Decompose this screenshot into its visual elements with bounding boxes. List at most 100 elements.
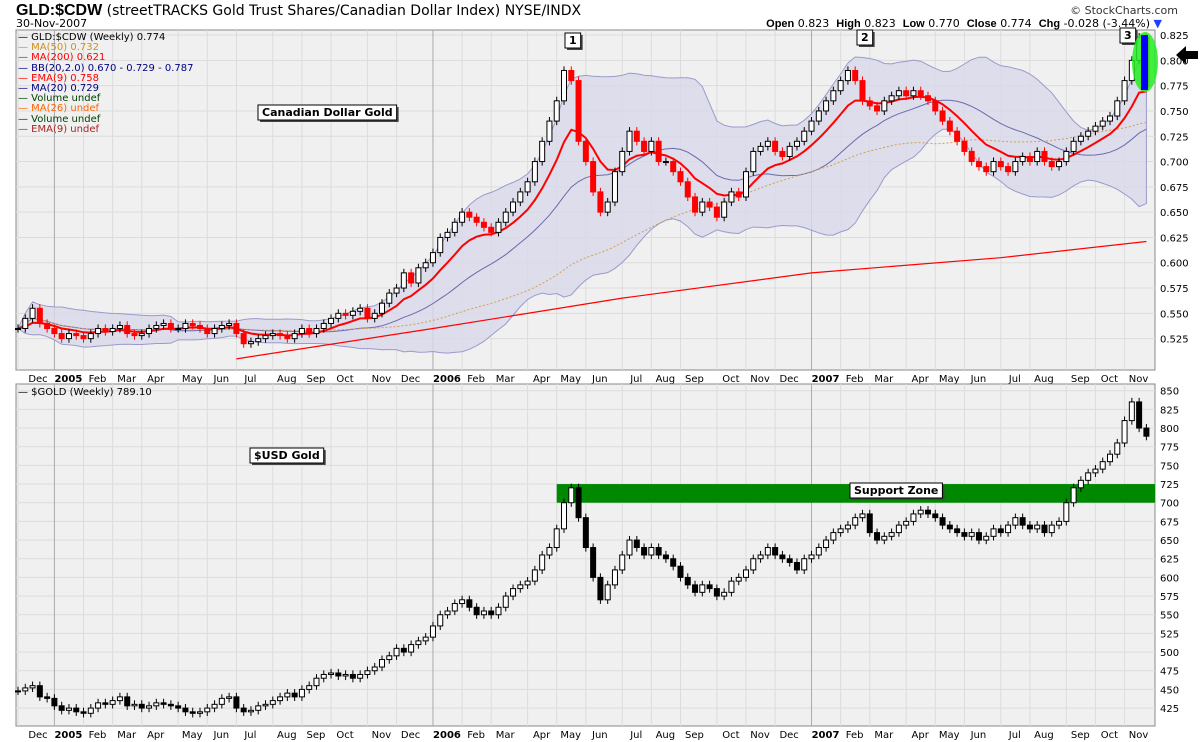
- candle: [357, 673, 364, 679]
- x-tick-label: 2007: [812, 730, 840, 741]
- candle: [1114, 442, 1121, 455]
- candle: [888, 95, 895, 102]
- candle: [539, 554, 546, 571]
- candle: [568, 69, 575, 82]
- candle: [706, 201, 713, 208]
- candle: [954, 528, 961, 534]
- x-tick-label: Jun: [591, 730, 608, 741]
- candle: [655, 547, 662, 556]
- candle: [910, 90, 917, 97]
- y-tick-label: 0.775: [1160, 82, 1189, 93]
- candle: [633, 130, 640, 142]
- candle: [582, 517, 589, 549]
- candle: [22, 687, 29, 692]
- annotation-marker: 3: [1124, 29, 1132, 42]
- candle: [1012, 517, 1019, 526]
- candle: [1048, 161, 1055, 168]
- candle: [531, 161, 538, 183]
- candle: [131, 333, 138, 337]
- candle: [808, 120, 815, 132]
- candle: [684, 181, 691, 198]
- candle: [728, 580, 735, 593]
- candle: [240, 333, 247, 345]
- candle: [764, 547, 771, 556]
- candle: [648, 140, 655, 152]
- x-tick-label: 2006: [433, 374, 461, 385]
- candle: [466, 599, 473, 608]
- x-tick-label: Feb: [89, 730, 107, 741]
- candle: [713, 588, 720, 597]
- y-tick-label: 500: [1160, 648, 1179, 659]
- x-tick-label: Sep: [1071, 374, 1090, 385]
- x-tick-label: Sep: [306, 730, 325, 741]
- candle: [968, 532, 975, 537]
- candle: [728, 191, 735, 203]
- candle: [269, 333, 276, 337]
- candle: [582, 140, 589, 163]
- candles: [15, 33, 1150, 348]
- bottom-legend: — $GOLD (Weekly) 789.10: [18, 387, 152, 398]
- candle: [1114, 100, 1121, 117]
- candle: [87, 707, 94, 714]
- candle: [961, 140, 968, 152]
- candle: [131, 703, 138, 707]
- candle: [830, 90, 837, 102]
- candle: [109, 328, 116, 333]
- candle: [1056, 520, 1063, 526]
- annotation-marker-box: [564, 32, 582, 49]
- candle: [58, 333, 65, 340]
- candle: [160, 322, 167, 326]
- candle: [429, 625, 436, 638]
- candle: [575, 80, 582, 142]
- symbol: GLD:$CDW: [16, 2, 103, 19]
- candle: [874, 532, 881, 541]
- candle: [1077, 135, 1084, 142]
- x-tick-label: Dec: [779, 374, 798, 385]
- candle: [808, 554, 815, 560]
- candle: [1107, 115, 1113, 122]
- candle: [983, 166, 990, 173]
- candle: [626, 130, 633, 152]
- candle: [364, 307, 371, 319]
- x-tick-label: Aug: [1034, 730, 1054, 741]
- candle: [364, 670, 371, 675]
- candle: [116, 324, 123, 330]
- x-tick-label: Dec: [779, 730, 798, 741]
- y-tick-label: 825: [1160, 405, 1179, 416]
- candle: [764, 140, 771, 147]
- candle: [408, 644, 415, 653]
- candle: [247, 341, 254, 345]
- candle: [662, 161, 669, 164]
- candle: [269, 700, 276, 705]
- candle: [590, 547, 597, 578]
- candle: [65, 707, 72, 711]
- x-tick-label: May: [939, 730, 960, 741]
- candle: [58, 705, 65, 711]
- candle: [779, 554, 786, 560]
- candle: [611, 171, 618, 203]
- legend-entry: — GLD:$CDW (Weekly) 0.774: [18, 32, 166, 43]
- arrow-left-icon: [1176, 46, 1198, 64]
- candle: [1070, 140, 1077, 152]
- x-tick-label: Nov: [372, 730, 392, 741]
- candle: [1136, 401, 1143, 429]
- candle: [961, 532, 968, 537]
- x-tick-label: Mar: [496, 374, 516, 385]
- low-label: Low: [902, 18, 925, 30]
- candle: [204, 328, 211, 335]
- candle: [1121, 80, 1128, 102]
- candle: [306, 685, 313, 690]
- annotation-marker-box: [1119, 27, 1137, 44]
- candle: [939, 110, 946, 122]
- candle: [109, 700, 116, 705]
- candles: [15, 397, 1150, 718]
- candle: [670, 558, 677, 567]
- x-tick-label: Oct: [336, 374, 353, 385]
- candle: [495, 606, 502, 616]
- candle: [925, 95, 931, 102]
- candle: [611, 569, 618, 586]
- x-tick-label: Apr: [912, 730, 930, 741]
- candle: [866, 513, 873, 534]
- candle: [641, 140, 648, 152]
- candle: [218, 324, 225, 330]
